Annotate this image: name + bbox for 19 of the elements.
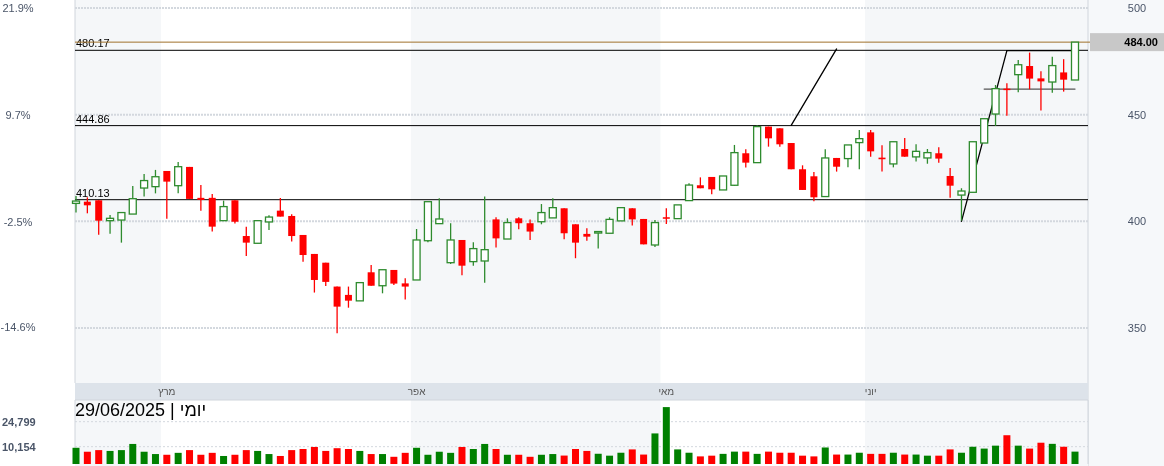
x-tick-label: מרץ [158,386,176,397]
y2-tick-label: 9.7% [5,108,31,121]
x-tick-label: מאי [658,386,675,397]
ref-line-label: 410.13 [76,186,110,199]
y2-tick-label: -2.5% [3,215,33,228]
y2-tick-label: -14.6% [0,321,36,334]
y-tick-label: 500 [1127,2,1147,14]
y-tick-label: 450 [1127,108,1147,121]
y2-tick-label: 21.9% [2,2,34,15]
y-tick-label: 350 [1127,321,1147,334]
x-tick-label: אפר [407,386,427,397]
y-tick-label: 400 [1127,215,1147,228]
y-tick-label: 24,799 [2,415,36,428]
x-tick-label: יוני [864,386,877,397]
ref-line-label: 484.00 [1124,36,1158,49]
ref-line-label: 444.86 [76,112,110,125]
ref-line-label: 480.17 [76,37,110,50]
chart-title: יומי | 29/06/2025 [75,400,207,420]
y-tick-label: 10,154 [2,440,37,453]
